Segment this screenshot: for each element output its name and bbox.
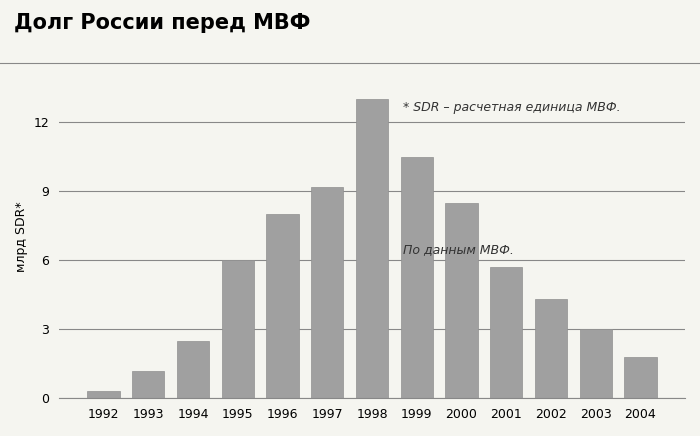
Bar xyxy=(88,392,120,398)
Text: По данным МВФ.: По данным МВФ. xyxy=(403,243,514,256)
Bar xyxy=(445,203,477,398)
Bar xyxy=(624,357,657,398)
Bar xyxy=(580,329,612,398)
Text: * SDR – расчетная единица МВФ.: * SDR – расчетная единица МВФ. xyxy=(403,101,621,113)
Y-axis label: млрд SDR*: млрд SDR* xyxy=(15,202,28,272)
Bar xyxy=(222,260,254,398)
Bar xyxy=(356,99,388,398)
Bar xyxy=(535,299,567,398)
Bar xyxy=(400,157,433,398)
Bar xyxy=(312,187,344,398)
Text: Долг России перед МВФ: Долг России перед МВФ xyxy=(14,13,310,33)
Bar xyxy=(267,214,299,398)
Bar xyxy=(490,267,522,398)
Bar xyxy=(177,341,209,398)
Bar xyxy=(132,371,164,398)
